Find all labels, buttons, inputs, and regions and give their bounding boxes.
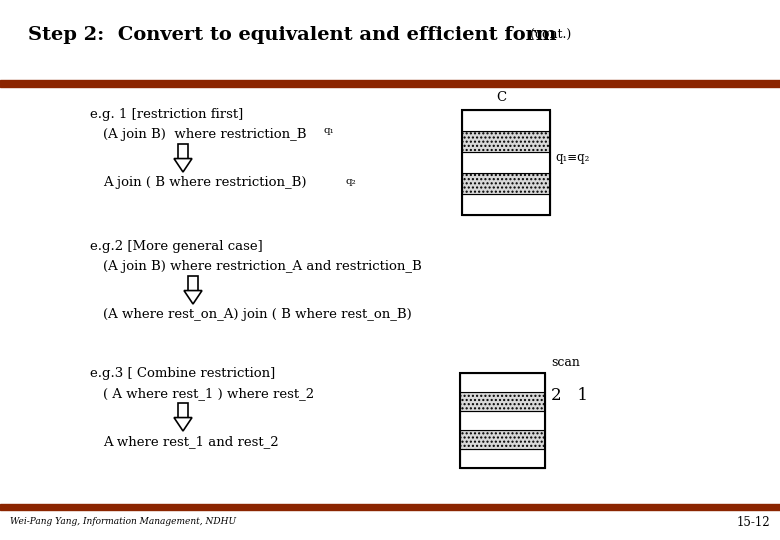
Text: 2   1: 2 1 — [551, 387, 588, 404]
Bar — [462, 110, 550, 215]
Text: q₁≡q₂: q₁≡q₂ — [555, 151, 590, 164]
Text: Step 2:  Convert to equivalent and efficient form: Step 2: Convert to equivalent and effici… — [28, 26, 557, 44]
Bar — [462, 152, 550, 173]
Text: A where rest_1 and rest_2: A where rest_1 and rest_2 — [103, 435, 278, 448]
Text: 15-12: 15-12 — [736, 516, 770, 529]
Polygon shape — [174, 417, 192, 431]
Polygon shape — [174, 159, 192, 172]
Text: q₂: q₂ — [346, 177, 356, 186]
Text: (A where rest_on_A) join ( B where rest_on_B): (A where rest_on_A) join ( B where rest_… — [103, 308, 412, 321]
Bar — [462, 110, 550, 131]
Polygon shape — [188, 276, 198, 291]
Text: scan: scan — [551, 356, 580, 369]
Bar — [462, 194, 550, 215]
Text: ( A where rest_1 ) where rest_2: ( A where rest_1 ) where rest_2 — [103, 387, 314, 400]
Bar — [0, 504, 780, 510]
Text: (A join B)  where restriction_B: (A join B) where restriction_B — [103, 128, 307, 141]
Polygon shape — [178, 144, 188, 159]
Bar — [462, 131, 550, 152]
Bar — [460, 411, 545, 430]
Text: (A join B) where restriction_A and restriction_B: (A join B) where restriction_A and restr… — [103, 260, 422, 273]
Bar — [460, 449, 545, 468]
Text: Wei-Pang Yang, Information Management, NDHU: Wei-Pang Yang, Information Management, N… — [10, 517, 236, 526]
Bar — [460, 373, 545, 468]
Text: e.g.3 [ Combine restriction]: e.g.3 [ Combine restriction] — [90, 367, 275, 380]
Bar — [460, 373, 545, 392]
Text: e.g.2 [More general case]: e.g.2 [More general case] — [90, 240, 263, 253]
Bar — [460, 392, 545, 411]
Polygon shape — [178, 403, 188, 417]
Text: A join ( B where restriction_B): A join ( B where restriction_B) — [103, 176, 307, 189]
Polygon shape — [184, 291, 202, 304]
Text: q₁: q₁ — [323, 126, 334, 135]
Text: C: C — [496, 91, 506, 104]
Bar — [0, 80, 780, 87]
Text: (cont.): (cont.) — [530, 29, 571, 42]
Text: e.g. 1 [restriction first]: e.g. 1 [restriction first] — [90, 108, 243, 121]
Bar — [460, 430, 545, 449]
Bar — [462, 173, 550, 194]
